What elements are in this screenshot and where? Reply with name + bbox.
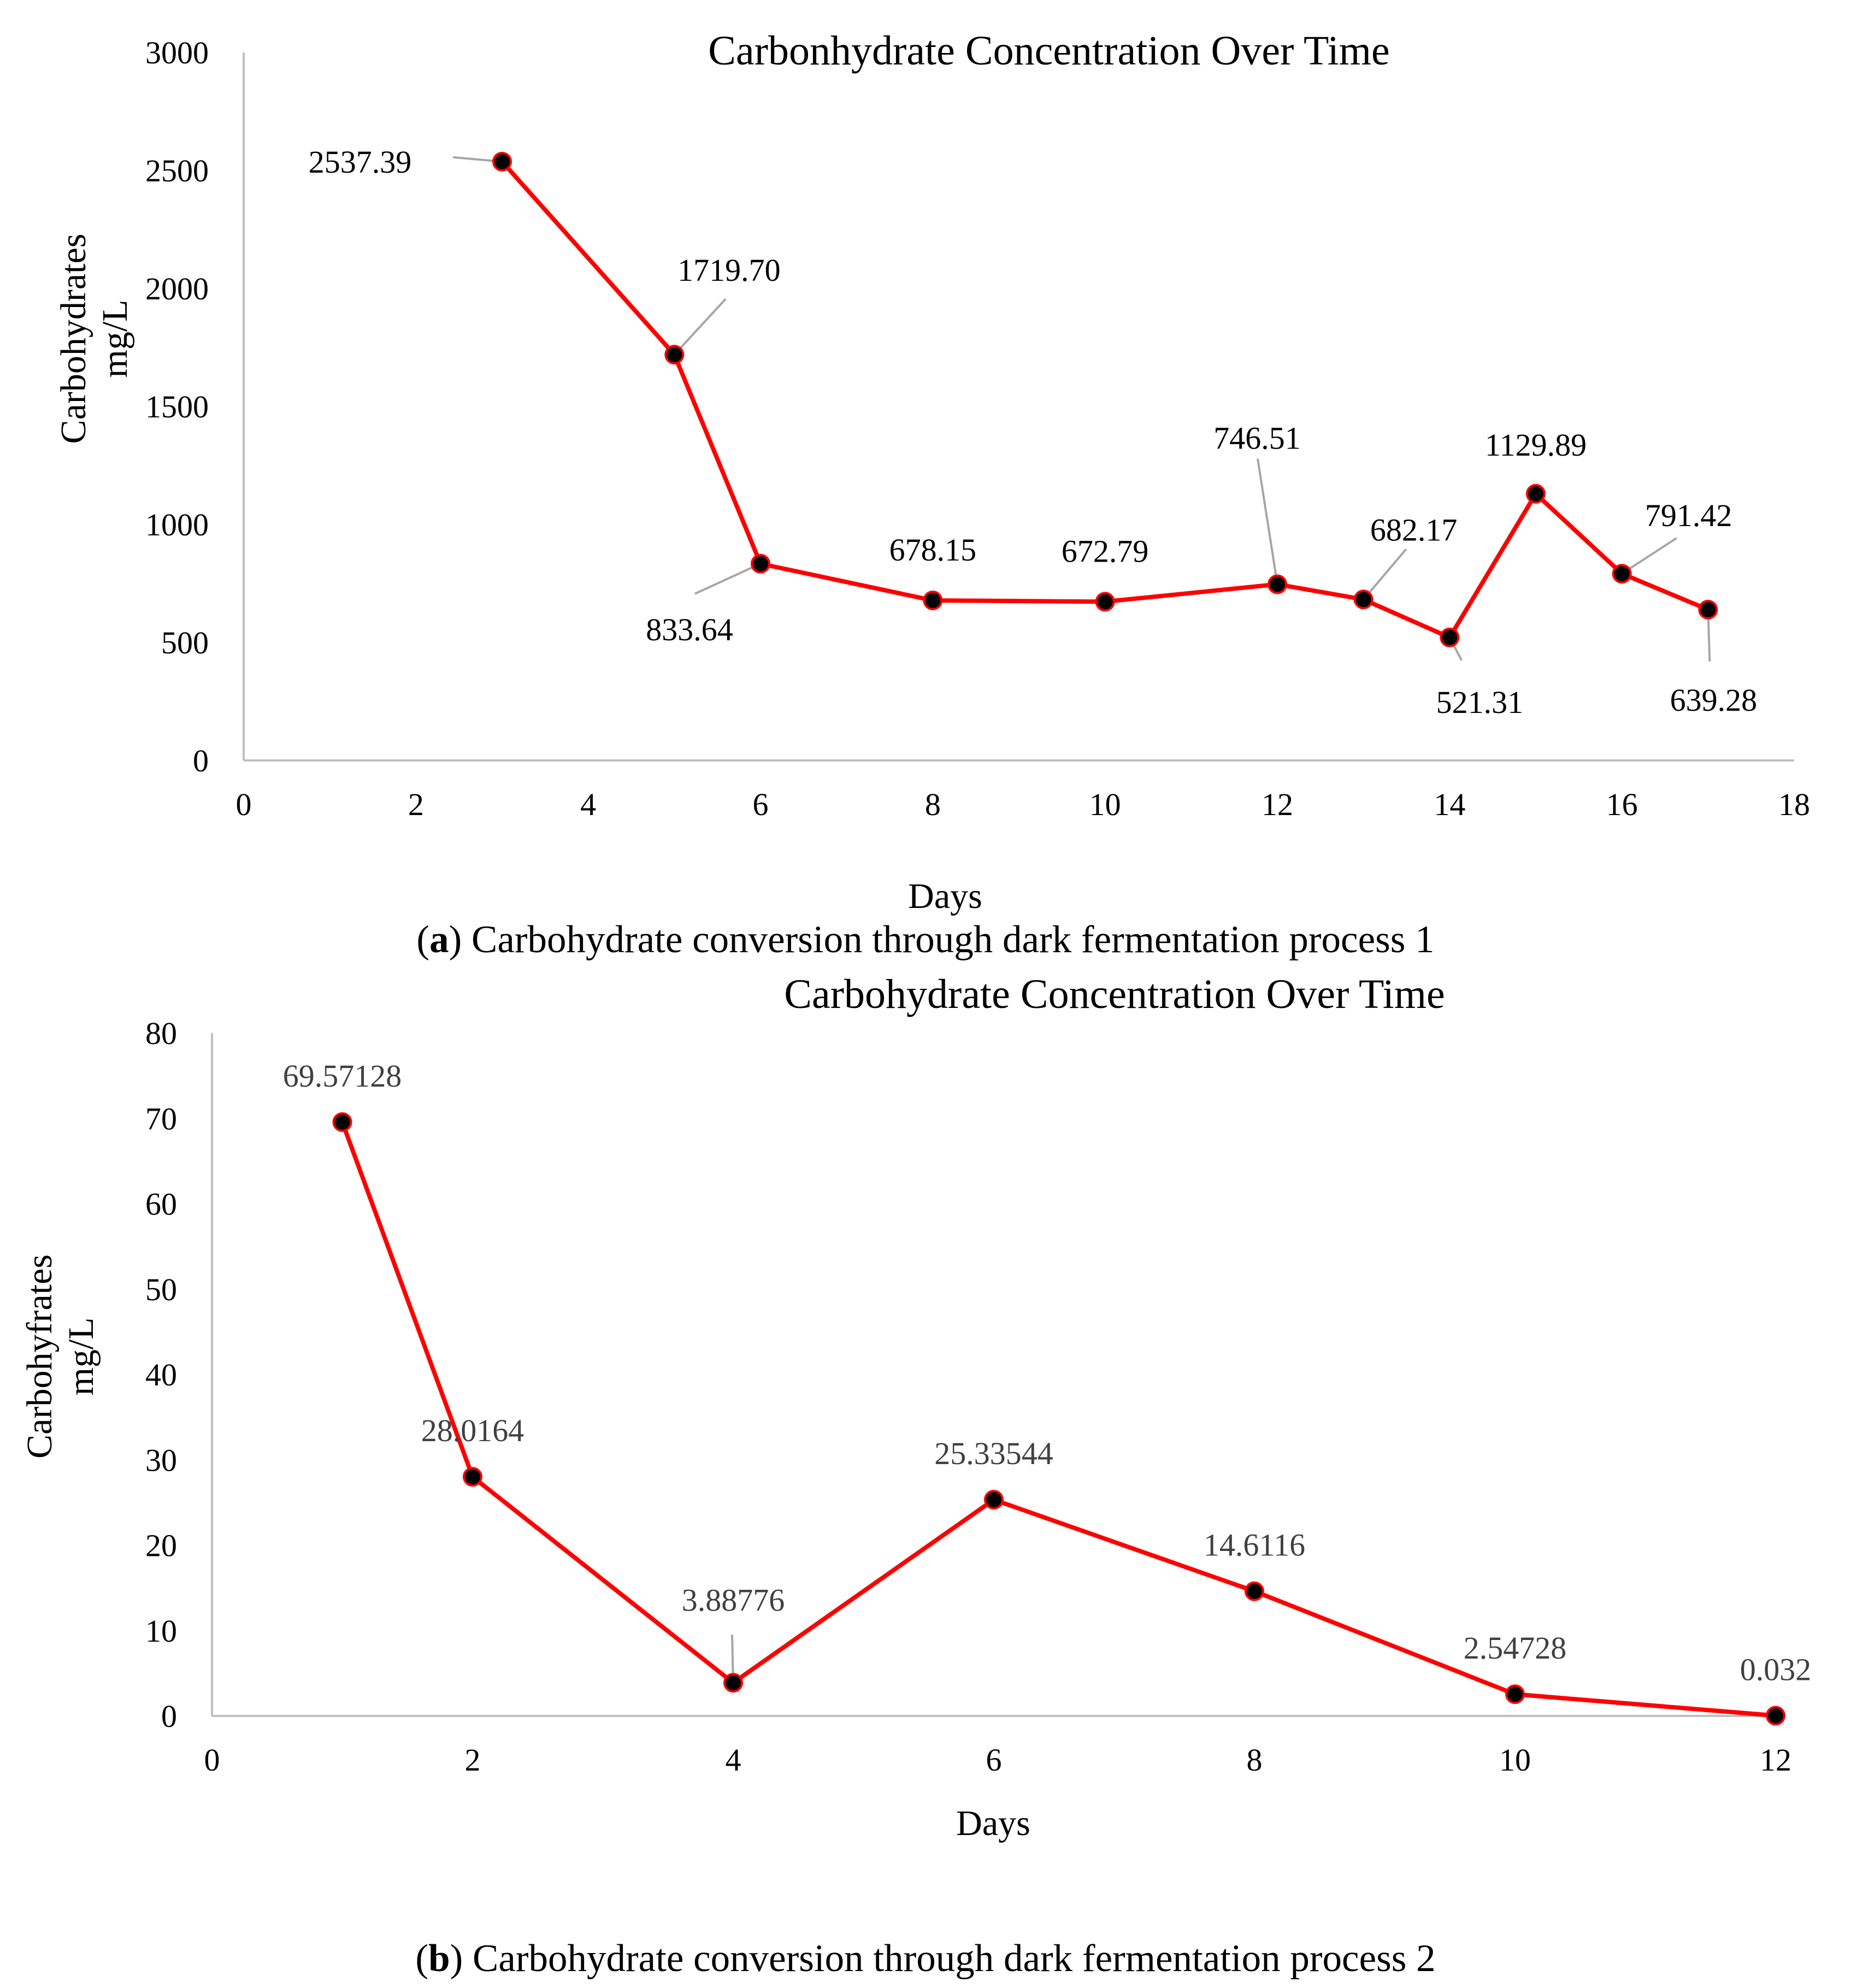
chart-b-x-tick-label: 0	[204, 1742, 220, 1778]
chart-a-leader-line	[694, 563, 761, 595]
chart-a-y-tick-label: 2500	[145, 153, 209, 188]
chart-b-x-tick-label: 6	[986, 1742, 1002, 1778]
chart-a-x-tick-label: 8	[925, 787, 941, 822]
caption-a-text: Carbohydrate conversion through dark fer…	[462, 918, 1435, 961]
chart-b-data-point	[463, 1467, 482, 1487]
chart-a-data-label: 2537.39	[309, 144, 412, 180]
chart-a-x-axis-label: Days	[908, 876, 982, 916]
chart-b-y-tick-label: 10	[145, 1613, 177, 1649]
chart-a-x-tick-label: 4	[580, 787, 596, 822]
chart-a-data-point	[1612, 564, 1632, 584]
chart-a-data-point	[1698, 599, 1718, 620]
chart-a-data-point	[1440, 627, 1460, 647]
chart-a-data-point	[1526, 483, 1546, 504]
chart-b-data-label: 0.032	[1740, 1652, 1812, 1688]
chart-a-x-tick-label: 12	[1261, 787, 1293, 822]
chart-b-y-tick-label: 50	[145, 1272, 177, 1307]
chart-a-leader-line	[673, 298, 727, 356]
chart-b-x-tick-label: 12	[1760, 1742, 1791, 1778]
chart-a-y-tick-label: 0	[193, 743, 209, 778]
chart-a-data-label: 672.79	[1062, 533, 1149, 569]
chart-a-y-axis-label: Carbohydrates mg/L	[54, 234, 135, 444]
chart-a-data-point	[664, 345, 685, 365]
caption-a: (a) Carbohydrate conversion through dark…	[416, 918, 1435, 961]
chart-a-leader-line	[1363, 548, 1407, 600]
caption-b-letter: b	[428, 1937, 450, 1980]
chart-a-y-tick-label: 1000	[145, 507, 209, 542]
chart-b: 0 10 20 30 40 50 60 70 80 0 2 4 6 8 10 12 Carbohydrate C…	[20, 971, 1812, 1843]
chart-b-y-tick-label: 0	[161, 1698, 177, 1734]
chart-a-x-tick-label: 0	[236, 787, 252, 822]
chart-a-data-label: 791.42	[1645, 498, 1732, 533]
chart-b-y-tick-label: 20	[145, 1528, 177, 1564]
chart-a: 0 500 1000 1500 2000 2500 3000 0 2 4 6 8 10 12 14 16 18 C…	[54, 28, 1810, 916]
chart-a-x-tick-label: 6	[753, 787, 769, 822]
chart-b-x-tick-label: 2	[465, 1742, 481, 1778]
chart-a-data-label: 1719.70	[677, 252, 781, 288]
chart-a-x-tick-label: 16	[1606, 787, 1638, 822]
chart-b-title: Carbohydrate Concentration Over Time	[784, 971, 1445, 1017]
chart-b-y-axis-label: Carbohyfrates mg/L	[20, 1254, 101, 1459]
chart-a-y-tick-label: 500	[161, 625, 209, 660]
chart-a-data-label: 1129.89	[1485, 427, 1587, 463]
chart-a-y-tick-label: 1500	[145, 389, 209, 424]
chart-a-data-label: 833.64	[646, 612, 733, 647]
chart-b-y-tick-label: 40	[145, 1357, 177, 1393]
chart-a-title: Carbonhydrate Concentration Over Time	[708, 28, 1389, 74]
chart-b-y-tick-label: 30	[145, 1442, 177, 1478]
chart-a-x-tick-label: 10	[1089, 787, 1121, 822]
chart-b-data-label: 2.54728	[1464, 1630, 1567, 1666]
chart-a-data-label: 521.31	[1436, 685, 1524, 720]
chart-b-data-label: 25.33544	[934, 1436, 1053, 1471]
chart-a-data-label: 682.17	[1370, 512, 1458, 547]
chart-a-data-label: 746.51	[1213, 421, 1301, 456]
chart-a-y-axis-label-line: Carbohydrates	[54, 234, 93, 444]
chart-a-data-point	[751, 553, 770, 574]
chart-a-data-point	[492, 151, 512, 172]
chart-b-data-label: 28.0164	[421, 1413, 524, 1448]
chart-a-y-tick-label: 3000	[145, 35, 209, 70]
chart-b-data-point	[723, 1673, 743, 1693]
caption-a-letter: a	[429, 918, 449, 961]
chart-b-x-axis-label: Days	[956, 1803, 1030, 1843]
chart-a-leader-line	[1621, 537, 1677, 575]
chart-b-x-tick-label: 4	[726, 1742, 741, 1778]
chart-a-data-point	[1095, 592, 1115, 612]
chart-b-data-point	[1766, 1706, 1785, 1726]
chart-b-y-axis-label-line: Carbohyfrates	[20, 1254, 60, 1459]
chart-b-x-tick-label: 8	[1247, 1742, 1263, 1778]
chart-b-data-point	[984, 1490, 1004, 1510]
chart-b-data-point	[1245, 1581, 1264, 1601]
chart-a-x-tick-label: 18	[1778, 787, 1810, 822]
chart-b-data-label: 14.6116	[1204, 1527, 1305, 1563]
chart-b-data-point	[332, 1112, 352, 1132]
chart-a-leader-line	[1257, 458, 1278, 585]
chart-b-y-tick-label: 80	[145, 1016, 177, 1051]
caption-b: (b) Carbohydrate conversion through dark…	[415, 1937, 1436, 1980]
chart-a-x-tick-label: 2	[408, 787, 424, 822]
chart-a-x-tick-label: 14	[1434, 787, 1465, 822]
chart-a-y-axis-label-line: mg/L	[95, 300, 135, 378]
chart-a-data-label: 639.28	[1670, 682, 1758, 718]
chart-a-data-label: 678.15	[889, 532, 977, 568]
chart-b-x-tick-label: 10	[1499, 1742, 1531, 1778]
chart-b-data-label: 69.57128	[283, 1058, 402, 1094]
caption-b-text: Carbohydrate conversion through dark fer…	[463, 1937, 1436, 1980]
chart-b-y-tick-label: 70	[145, 1101, 177, 1136]
chart-b-data-label: 3.88776	[682, 1582, 785, 1618]
chart-b-series-line	[340, 1121, 1776, 1718]
chart-b-y-tick-label: 60	[145, 1187, 177, 1222]
chart-b-y-axis-label-line: mg/L	[61, 1318, 101, 1396]
chart-a-y-tick-label: 2000	[145, 271, 209, 306]
chart-a-data-point	[1268, 574, 1287, 594]
chart-a-data-point	[1353, 589, 1373, 610]
chart-a-data-point	[923, 591, 943, 611]
chart-b-data-point	[1505, 1684, 1525, 1704]
